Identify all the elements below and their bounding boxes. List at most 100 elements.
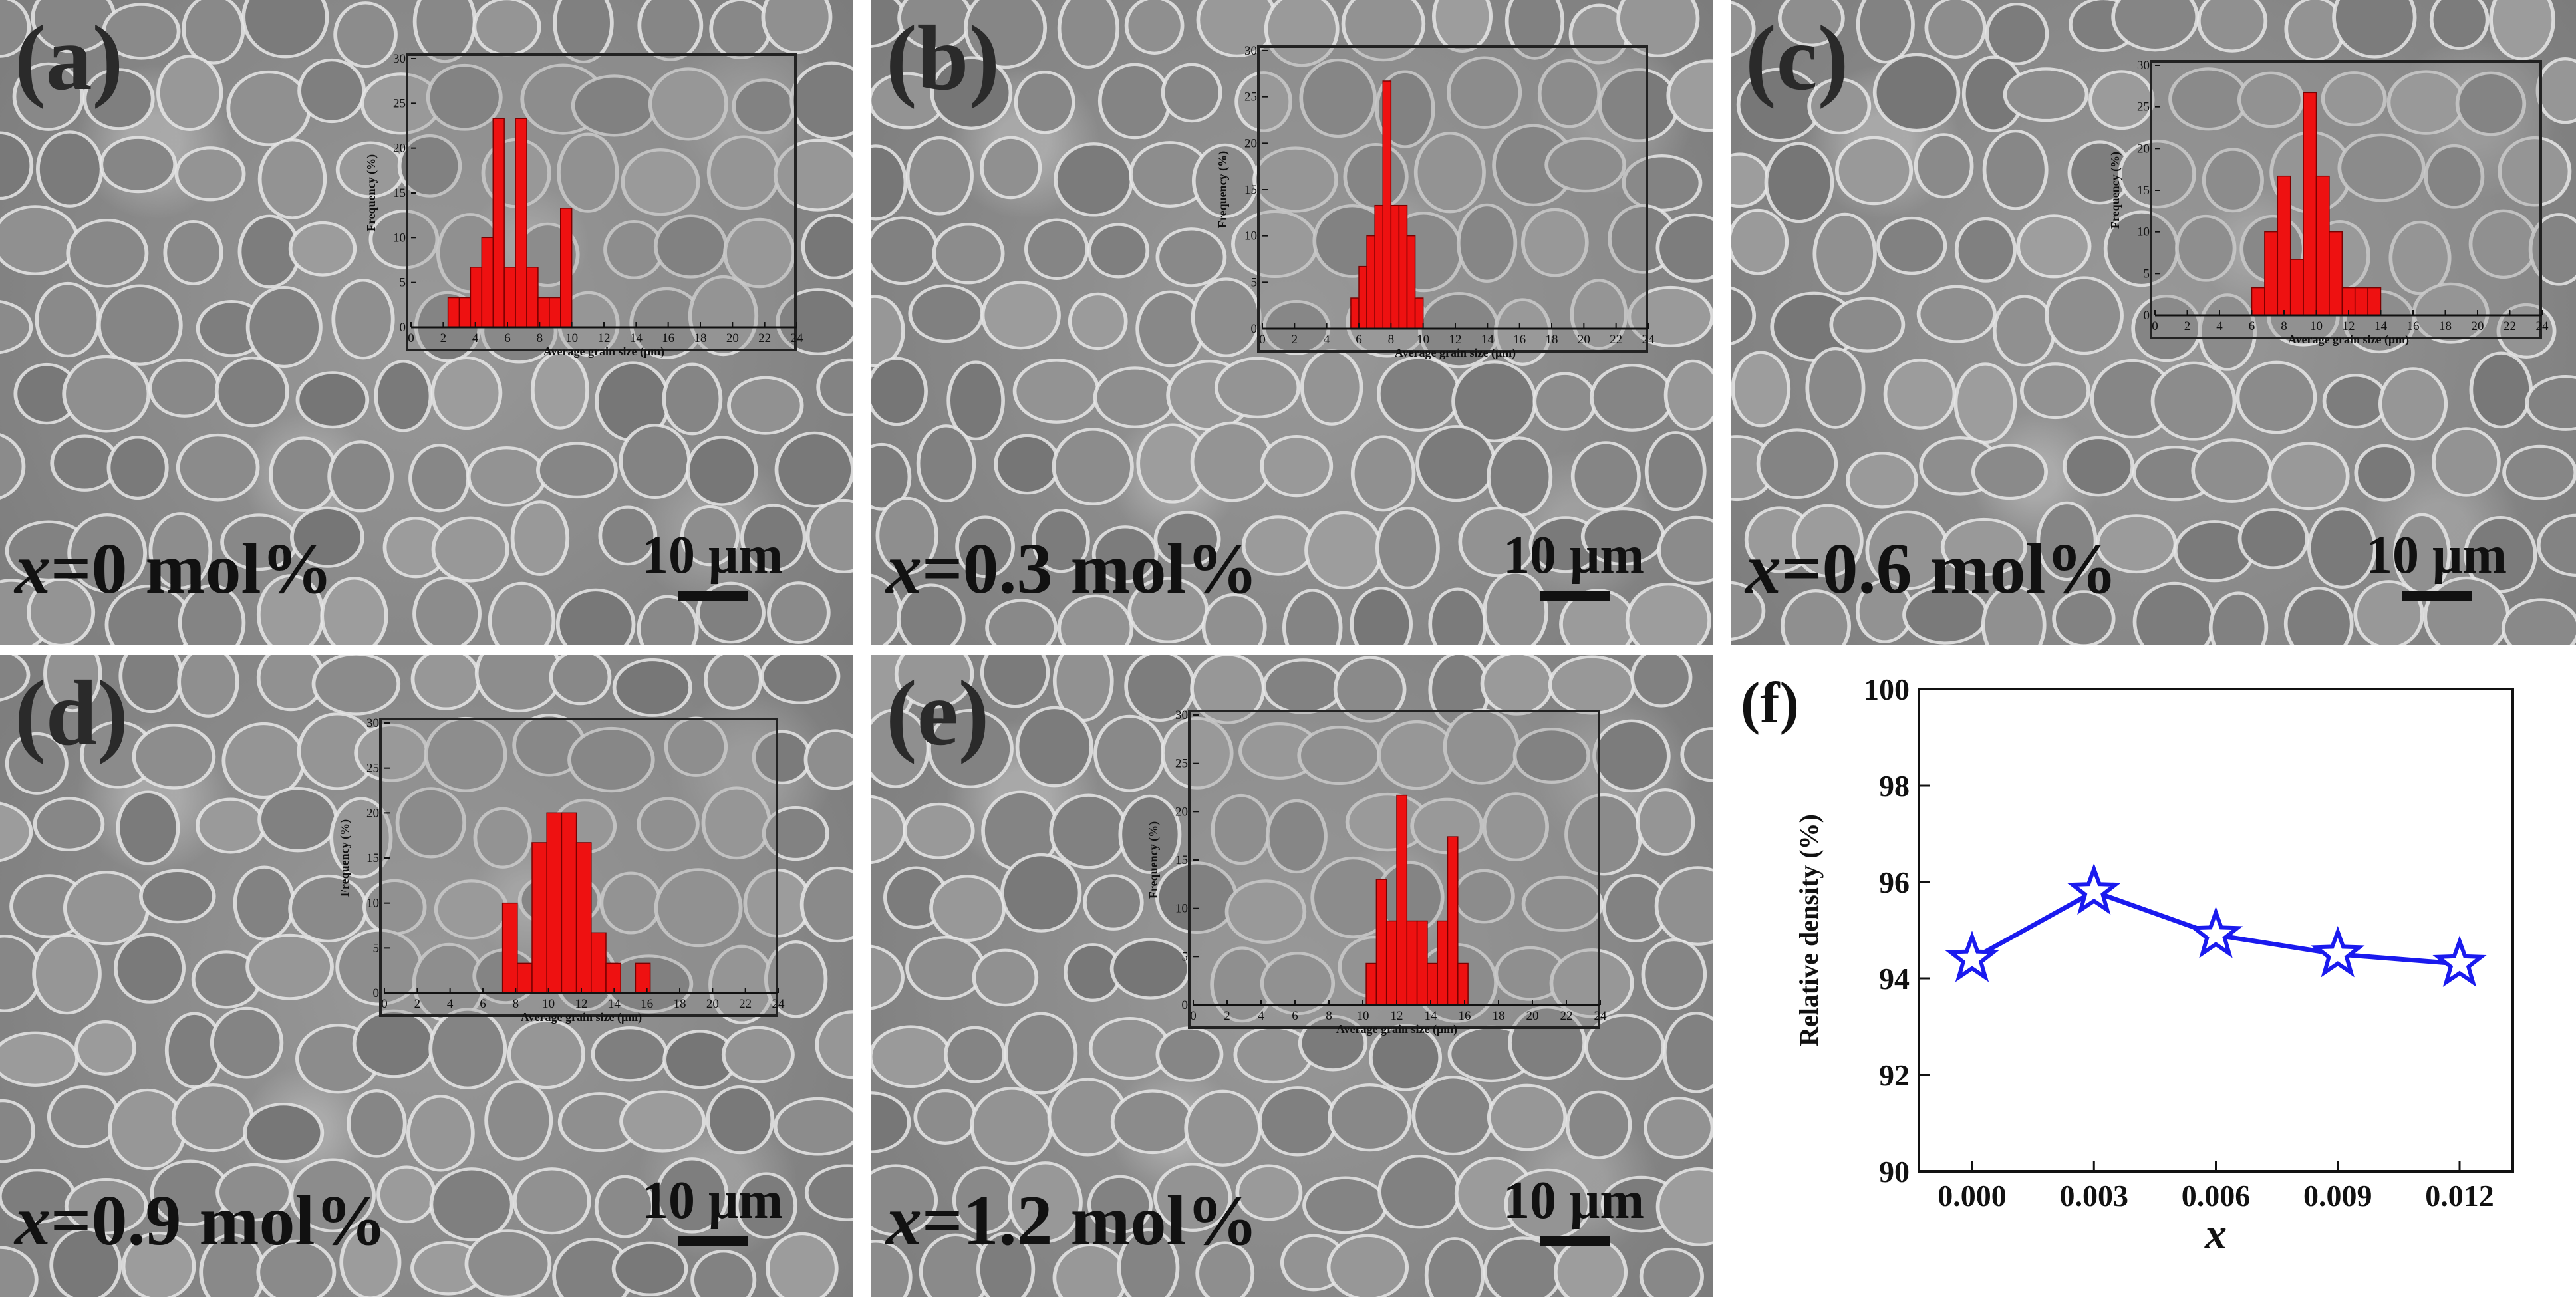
histogram-bar — [458, 297, 472, 328]
grain-texture — [1731, 0, 2576, 645]
grain — [680, 505, 740, 567]
grain — [721, 1026, 795, 1083]
x-tick-label: 10 — [1417, 333, 1429, 347]
grain — [1654, 866, 1713, 946]
grain — [1914, 133, 1974, 199]
x-tick-label: 16 — [1513, 333, 1526, 347]
grain — [2337, 133, 2426, 202]
grain — [557, 132, 619, 213]
grain — [1662, 1012, 1713, 1093]
x-tick-label: 6 — [2249, 319, 2255, 333]
scale-bar — [2402, 591, 2472, 601]
grain — [1731, 152, 1771, 208]
histogram-bar — [1447, 836, 1459, 1006]
grain — [2429, 0, 2490, 50]
grain — [2045, 276, 2124, 355]
x-tick-label: 6 — [1292, 1009, 1298, 1023]
grain — [43, 655, 102, 712]
x-tick-label: 8 — [537, 331, 543, 345]
grain — [116, 790, 180, 865]
grain — [929, 875, 1006, 942]
grain — [871, 144, 908, 221]
x-tick-label: 16 — [641, 997, 653, 1011]
grain — [980, 281, 1061, 350]
grain — [871, 1091, 911, 1153]
grain — [1087, 223, 1150, 279]
x-tick-label: 14 — [608, 997, 621, 1011]
grain — [1940, 517, 2027, 577]
grain — [410, 655, 482, 710]
grain — [1153, 511, 1221, 567]
y-tick-label: 90 — [1879, 1155, 1910, 1189]
x-tick-label: 0 — [1259, 333, 1266, 347]
grain — [801, 214, 853, 279]
grain — [1916, 285, 1997, 343]
grain — [428, 1008, 507, 1090]
grain — [905, 935, 986, 1000]
y-tick-label: 15 — [366, 851, 379, 865]
grain — [762, 805, 829, 861]
composition-label: x=0.6 mol% — [1745, 533, 2118, 605]
grain — [1376, 356, 1461, 432]
x-tick-label: 22 — [739, 997, 752, 1011]
grain — [1971, 444, 2048, 500]
histogram-bar — [561, 812, 577, 994]
x-tick-label: 18 — [1493, 1009, 1505, 1023]
y-tick-label: 30 — [2137, 59, 2150, 72]
grain — [257, 786, 339, 853]
grain — [2016, 214, 2092, 279]
grain — [397, 134, 462, 198]
grain — [637, 0, 704, 61]
histogram-bar — [526, 267, 539, 328]
panel-letter: (c) — [1745, 7, 1849, 110]
relative-density-panel: (f) 90 92 94 96 98 100 0.000 0.003 0.006 0.009 0.0… — [1726, 657, 2576, 1297]
grain — [1235, 1164, 1303, 1221]
grain — [2118, 139, 2196, 209]
y-tick-label: 30 — [393, 52, 406, 66]
grain — [2535, 57, 2576, 124]
histogram-bar — [2367, 287, 2382, 316]
grain — [1014, 71, 1075, 134]
grain — [1487, 1083, 1568, 1151]
density-point — [2311, 926, 2365, 978]
grain — [1625, 583, 1711, 645]
y-tick-label: 0 — [373, 986, 380, 1000]
y-tick-label: 5 — [2144, 267, 2150, 281]
y-axis-label: Relative density (%) — [1794, 814, 1824, 1046]
grain — [1161, 63, 1222, 123]
composition-value: =0.9 mol% — [51, 1181, 387, 1260]
histogram-bar — [2315, 175, 2330, 316]
x-tick-label: 8 — [1388, 333, 1395, 347]
grain — [27, 577, 96, 645]
grain — [1413, 132, 1486, 214]
grain — [35, 281, 101, 358]
grain — [1480, 655, 1554, 716]
grain — [376, 1165, 437, 1224]
grain — [412, 0, 477, 63]
x-tick-label: 0.006 — [2182, 1179, 2251, 1213]
grain — [1428, 587, 1487, 645]
x-tick-label: 6 — [1356, 333, 1362, 347]
histogram-inset-d: 0 5 10 15 20 25 30 0 2 4 6 8 10 12 14 16 18 20 22 24 Average… — [338, 716, 785, 1024]
grain — [1641, 938, 1707, 1010]
x-tick-label: 24 — [1594, 1009, 1608, 1023]
histogram-bar — [605, 962, 621, 994]
grain — [1644, 1097, 1713, 1159]
composition-label: x=0.9 mol% — [15, 1185, 387, 1257]
grain — [1262, 658, 1344, 714]
grain — [1252, 146, 1338, 213]
grain — [1805, 347, 1866, 429]
grain — [690, 1250, 757, 1297]
histogram-bar — [2354, 287, 2368, 316]
grain — [466, 446, 547, 507]
x-tick-label: 24 — [1642, 333, 1655, 347]
x-tick-label: 14 — [2374, 319, 2388, 333]
grain — [1504, 0, 1565, 60]
x-tick-label: 20 — [726, 331, 739, 345]
grain — [1565, 1090, 1632, 1159]
grain — [1872, 53, 1961, 132]
grain — [1781, 589, 1852, 645]
y-tick-label: 5 — [373, 941, 380, 955]
grain — [1520, 208, 1589, 277]
